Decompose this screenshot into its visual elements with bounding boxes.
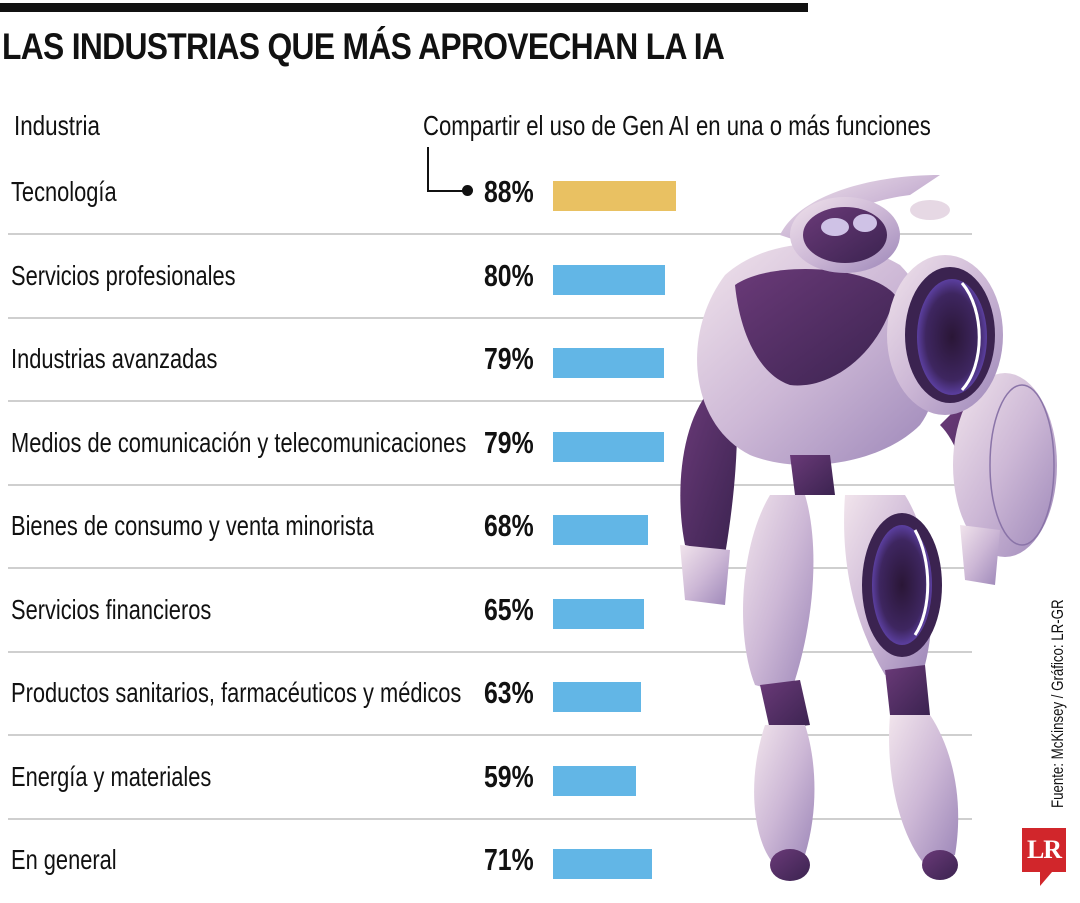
robot-head	[780, 175, 950, 273]
value-label: 68%	[484, 508, 534, 543]
category-label: Bienes de consumo y venta minorista	[11, 510, 374, 541]
robot-illustration	[680, 175, 1057, 881]
category-label: Medios de comunicación y telecomunicacio…	[11, 426, 467, 458]
robot-torso	[697, 243, 938, 495]
value-label: 59%	[484, 758, 534, 794]
chart-row: En general 71%	[0, 820, 972, 903]
chart-row: Servicios financieros 65%	[0, 570, 972, 653]
category-label: Servicios financieros	[11, 593, 212, 625]
category-label: Tecnología	[11, 176, 117, 207]
value-label: 79%	[484, 424, 534, 460]
share-column-header: Compartir el uso de Gen AI en una o más …	[423, 110, 931, 141]
value-label: 71%	[484, 842, 534, 877]
bar	[553, 598, 644, 629]
value-label: 80%	[484, 257, 534, 293]
source-credit: Fuente: McKinsey / Gráfico: LR-GR	[1048, 599, 1067, 808]
category-label: Energía y materiales	[11, 760, 212, 792]
robot-right-leg	[844, 495, 959, 880]
value-label: 88%	[484, 174, 534, 209]
chart-title: LAS INDUSTRIAS QUE MÁS APROVECHAN LA IA	[2, 26, 725, 67]
bar	[553, 765, 636, 796]
row-separator	[8, 567, 972, 569]
value-label: 63%	[484, 675, 534, 710]
bar	[553, 181, 677, 211]
bar	[553, 431, 664, 462]
lr-logo: LR	[1022, 828, 1066, 886]
bar	[553, 849, 653, 879]
chart-row: Servicios profesionales 80%	[0, 236, 972, 319]
chart-row: Bienes de consumo y venta minorista 68%	[0, 486, 972, 569]
row-separator	[8, 233, 972, 235]
category-label: Productos sanitarios, farmacéuticos y mé…	[11, 677, 462, 708]
chart-row: Productos sanitarios, farmacéuticos y mé…	[0, 653, 972, 736]
header-connector-line-horizontal	[427, 190, 467, 192]
value-label: 65%	[484, 591, 534, 627]
chart-row: Energía y materiales 59%	[0, 737, 972, 820]
chart-row: Medios de comunicación y telecomunicacio…	[0, 403, 972, 486]
row-separator	[8, 400, 972, 402]
robot-right-arm	[940, 373, 1057, 585]
row-separator	[8, 734, 972, 736]
row-separator	[8, 483, 972, 486]
bar	[553, 515, 649, 545]
connector-dot-icon	[462, 185, 473, 196]
lr-logo-text: LR	[1026, 835, 1062, 864]
top-rule	[0, 3, 808, 12]
robot-left-leg	[743, 495, 815, 881]
row-separator	[8, 650, 972, 653]
category-label: Industrias avanzadas	[11, 343, 218, 374]
row-separator	[8, 316, 972, 319]
chart-row: Tecnología 88%	[0, 152, 972, 235]
bar	[553, 264, 665, 295]
industry-column-header: Industria	[14, 110, 100, 141]
value-label: 79%	[484, 341, 534, 376]
category-label: Servicios profesionales	[11, 259, 236, 291]
robot-shoulder-port	[887, 255, 1003, 415]
header-connector-line	[427, 147, 429, 191]
chart-row: Industrias avanzadas 79%	[0, 319, 972, 402]
bar	[553, 348, 664, 378]
bar	[553, 682, 642, 712]
row-separator	[8, 817, 972, 820]
category-label: En general	[11, 844, 117, 875]
